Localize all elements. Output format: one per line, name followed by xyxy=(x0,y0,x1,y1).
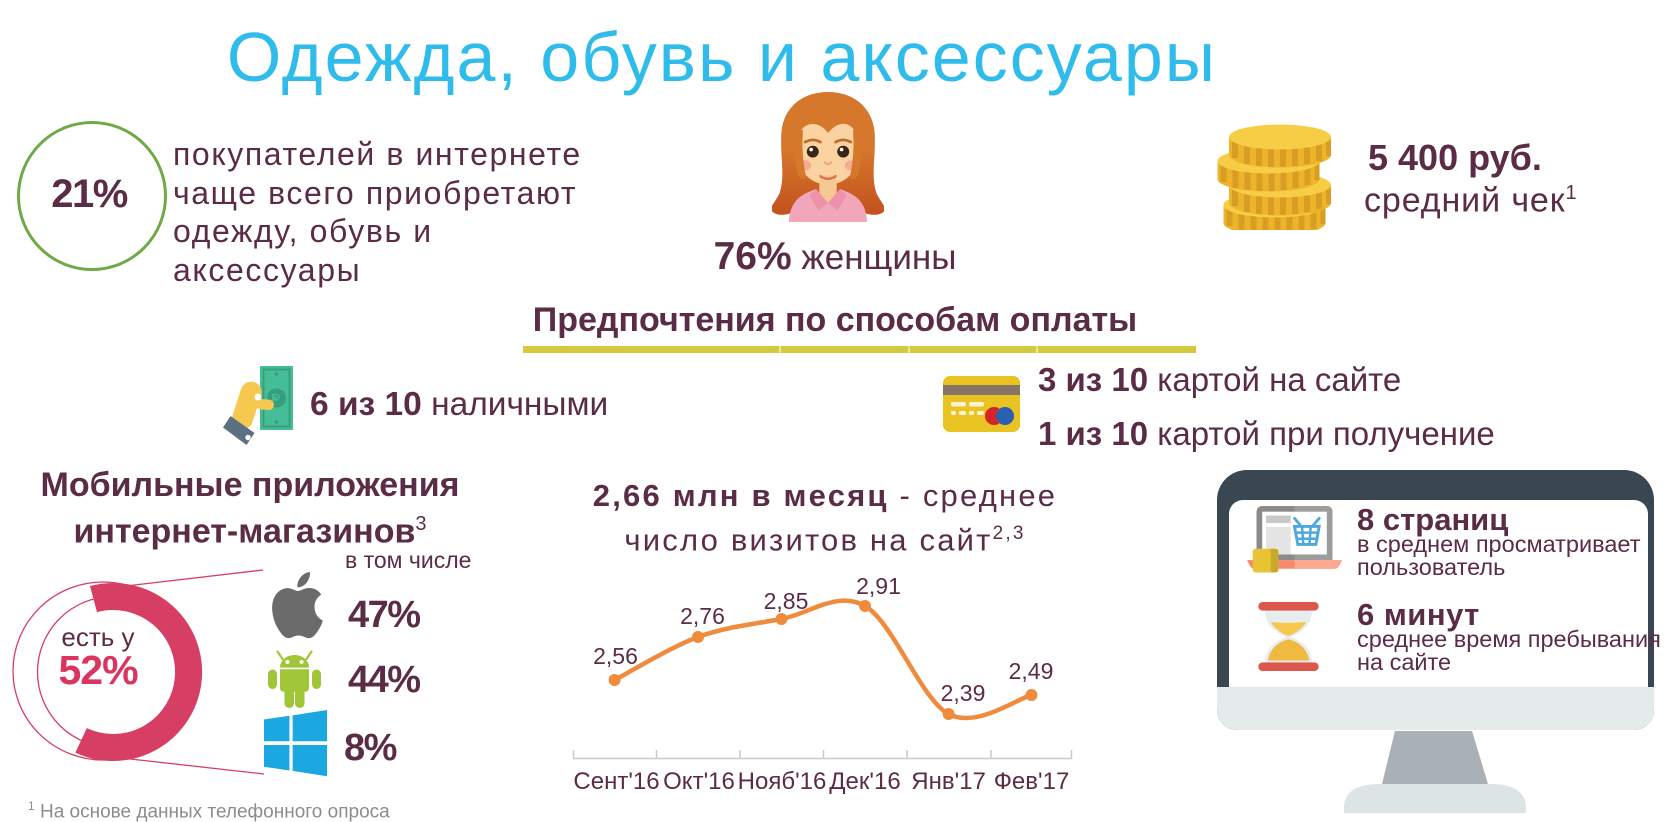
svg-text:2,56: 2,56 xyxy=(593,643,638,669)
svg-text:Янв'17: Янв'17 xyxy=(911,768,986,795)
svg-text:2,91: 2,91 xyxy=(856,573,901,599)
svg-text:Дек'16: Дек'16 xyxy=(829,768,900,795)
svg-text:Фев'17: Фев'17 xyxy=(994,768,1070,795)
svg-text:2,49: 2,49 xyxy=(1009,658,1054,684)
svg-text:Сент'16: Сент'16 xyxy=(573,768,659,795)
svg-text:Нояб'16: Нояб'16 xyxy=(738,768,827,795)
svg-text:2,85: 2,85 xyxy=(764,588,809,614)
svg-text:2,76: 2,76 xyxy=(680,603,725,629)
svg-text:2,39: 2,39 xyxy=(941,680,986,706)
svg-text:Окт'16: Окт'16 xyxy=(663,768,735,795)
